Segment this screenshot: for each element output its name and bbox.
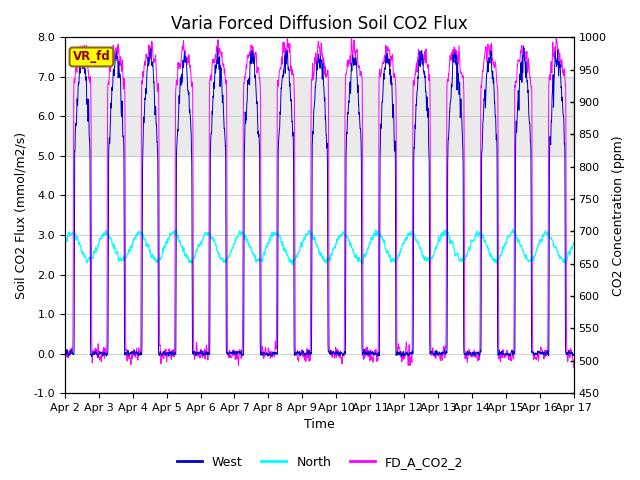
- Title: Varia Forced Diffusion Soil CO2 Flux: Varia Forced Diffusion Soil CO2 Flux: [171, 15, 468, 33]
- X-axis label: Time: Time: [304, 419, 335, 432]
- Y-axis label: CO2 Concentration (ppm): CO2 Concentration (ppm): [612, 135, 625, 296]
- Text: VR_fd: VR_fd: [72, 50, 110, 63]
- Bar: [65, 77, 573, 156]
- Y-axis label: Soil CO2 Flux (mmol/m2/s): Soil CO2 Flux (mmol/m2/s): [15, 132, 28, 299]
- Legend: West, North, FD_A_CO2_2: West, North, FD_A_CO2_2: [172, 451, 468, 474]
